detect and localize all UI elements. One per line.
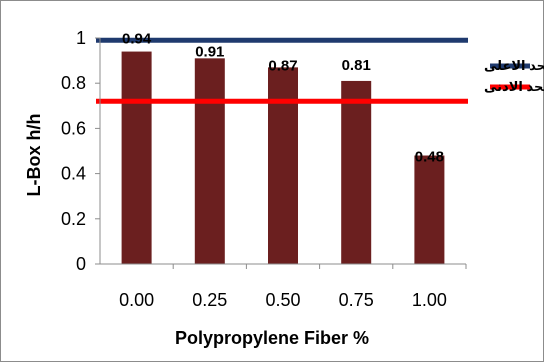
bar: [268, 67, 298, 264]
legend-label: الحد الاعلى: [484, 58, 544, 73]
legend-label: الحد الادنى: [484, 79, 544, 94]
bar: [341, 80, 372, 264]
x-tick-label: 1.00: [412, 290, 447, 310]
x-tick-label: 0.75: [339, 290, 374, 310]
data-label: 0.81: [342, 57, 371, 74]
x-tick-label: 0.50: [265, 290, 300, 310]
x-tick-label: 0.25: [192, 290, 227, 310]
bar: [121, 51, 152, 265]
y-axis-ticks: 0 0.2 0.4 0.6 0.8 1: [61, 28, 100, 274]
x-axis-ticks: 0.00 0.25 0.50 0.75 1.00: [119, 264, 467, 310]
y-tick-label: 0.2: [61, 209, 86, 229]
y-axis-title: L-Box h/h: [24, 114, 44, 197]
x-tick-label: 0.00: [119, 290, 154, 310]
legend: الحد الاعلى الحد الادنى: [484, 58, 544, 94]
data-label: 0.94: [122, 31, 152, 48]
data-label: 0.48: [415, 149, 444, 166]
y-tick-label: 0: [76, 254, 86, 274]
bar: [194, 58, 225, 265]
reference-lines-group: [96, 37, 468, 104]
x-axis-title: Polypropylene Fiber %: [175, 328, 369, 348]
data-label: 0.87: [268, 57, 297, 74]
bar: [414, 155, 445, 264]
y-tick-label: 1: [76, 28, 86, 48]
y-tick-label: 0.6: [61, 118, 86, 138]
data-label: 0.91: [195, 43, 224, 60]
y-tick-label: 0.4: [61, 164, 86, 184]
y-tick-label: 0.8: [61, 73, 86, 93]
data-labels-group: 0.94 0.91 0.87 0.81 0.48: [122, 31, 444, 166]
